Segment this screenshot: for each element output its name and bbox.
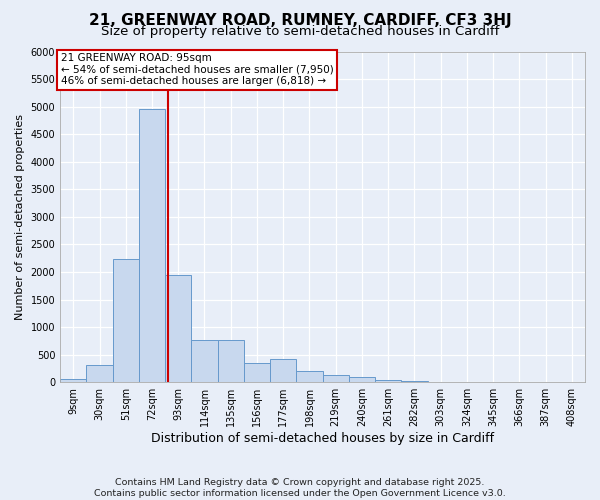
Bar — [349, 377, 375, 382]
Text: Size of property relative to semi-detached houses in Cardiff: Size of property relative to semi-detach… — [101, 25, 499, 38]
Bar — [113, 260, 139, 382]
Bar — [270, 359, 296, 382]
Text: 21, GREENWAY ROAD, RUMNEY, CARDIFF, CF3 3HJ: 21, GREENWAY ROAD, RUMNEY, CARDIFF, CF3 … — [89, 12, 511, 28]
Y-axis label: Number of semi-detached properties: Number of semi-detached properties — [15, 114, 25, 320]
Text: Contains HM Land Registry data © Crown copyright and database right 2025.
Contai: Contains HM Land Registry data © Crown c… — [94, 478, 506, 498]
Bar — [86, 365, 113, 382]
Bar — [218, 340, 244, 382]
Bar — [165, 276, 191, 382]
Bar — [323, 375, 349, 382]
Text: 21 GREENWAY ROAD: 95sqm
← 54% of semi-detached houses are smaller (7,950)
46% of: 21 GREENWAY ROAD: 95sqm ← 54% of semi-de… — [61, 53, 334, 86]
Bar — [191, 340, 218, 382]
Bar — [139, 110, 165, 382]
Bar — [375, 380, 401, 382]
X-axis label: Distribution of semi-detached houses by size in Cardiff: Distribution of semi-detached houses by … — [151, 432, 494, 445]
Bar — [244, 363, 270, 382]
Bar — [296, 371, 323, 382]
Bar — [401, 380, 428, 382]
Bar — [60, 380, 86, 382]
